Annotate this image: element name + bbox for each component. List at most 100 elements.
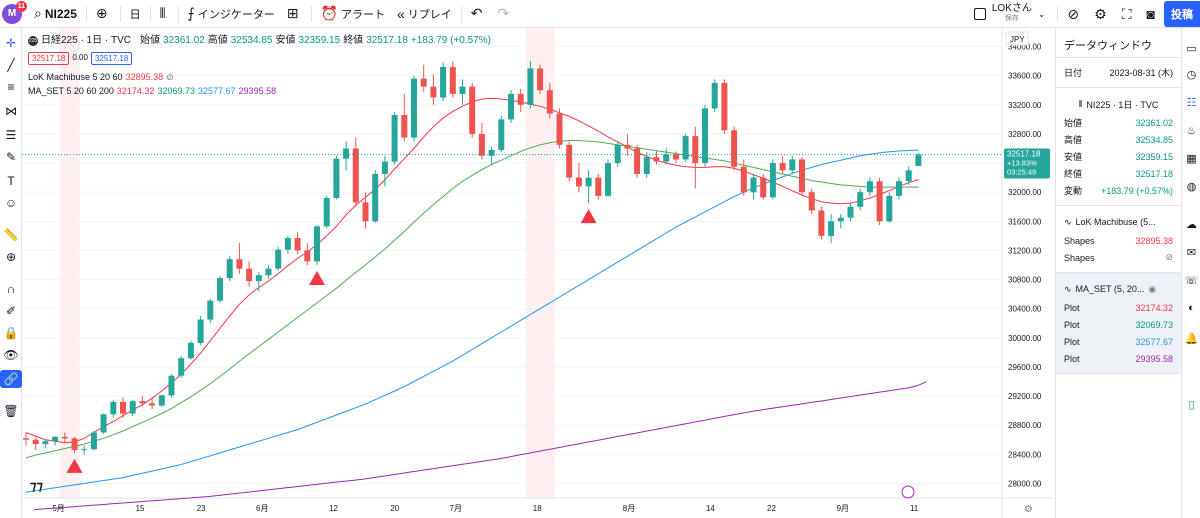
- stream-icon[interactable]: ☏: [1184, 275, 1199, 287]
- candle-body[interactable]: [818, 210, 825, 236]
- candle-body[interactable]: [401, 115, 408, 138]
- candle-body[interactable]: [663, 154, 670, 162]
- candle-body[interactable]: [866, 181, 873, 193]
- candle-body[interactable]: [52, 436, 59, 442]
- emoji-icon[interactable]: ☺: [4, 196, 18, 210]
- candle-body[interactable]: [614, 144, 621, 164]
- candle-body[interactable]: [672, 154, 679, 160]
- candle-body[interactable]: [178, 358, 185, 376]
- trend-line-icon[interactable]: ╱: [7, 58, 15, 72]
- candle-body[interactable]: [236, 259, 243, 269]
- eye-icon[interactable]: 👁: [3, 348, 19, 362]
- candle-body[interactable]: [61, 436, 68, 439]
- lock-drawings-icon[interactable]: ✐: [5, 304, 17, 318]
- candle-body[interactable]: [740, 166, 747, 193]
- candle-body[interactable]: [721, 82, 728, 131]
- candle-body[interactable]: [779, 163, 786, 171]
- chat-icon[interactable]: ☁: [1186, 219, 1197, 231]
- hotlist-icon[interactable]: ♨: [1186, 125, 1197, 137]
- text-icon[interactable]: T: [7, 174, 15, 188]
- candle-body[interactable]: [915, 154, 922, 166]
- candle-body[interactable]: [294, 238, 301, 251]
- magnet-icon[interactable]: ∩: [6, 282, 16, 296]
- dom-icon[interactable]: ◐: [1188, 302, 1195, 314]
- candle-body[interactable]: [886, 195, 893, 222]
- trading-panel-icon[interactable]: ▯: [1188, 399, 1195, 411]
- candle-body[interactable]: [314, 226, 320, 262]
- candle-body[interactable]: [527, 68, 534, 105]
- link-icon[interactable]: 🔗: [0, 370, 22, 388]
- candle-body[interactable]: [207, 300, 214, 320]
- fib-icon[interactable]: ☰: [5, 128, 17, 142]
- candle-body[interactable]: [168, 375, 175, 396]
- candle-body[interactable]: [546, 90, 553, 114]
- zoom-in-icon[interactable]: ⊕: [5, 250, 17, 264]
- candle-body[interactable]: [197, 319, 204, 343]
- indicator-legend-1[interactable]: LoK Machibuse 5 20 60 32895.38 ⊘: [28, 70, 491, 84]
- currency-box[interactable]: [1005, 31, 1029, 46]
- candle-body[interactable]: [905, 170, 912, 182]
- axis-settings-icon[interactable]: ⚙: [1024, 504, 1033, 515]
- candle-body[interactable]: [896, 181, 902, 196]
- profile-avatar[interactable]: M 11: [2, 0, 27, 24]
- candle-body[interactable]: [323, 198, 330, 227]
- candle-body[interactable]: [517, 93, 524, 105]
- indicator-2-title[interactable]: ∿ MA_SET (5, 20... ◉: [1056, 279, 1181, 299]
- indicators-button[interactable]: ⨍ インジケーター: [182, 0, 281, 28]
- redo-button[interactable]: ↷: [492, 0, 519, 28]
- fullscreen-button[interactable]: ⛶: [1116, 0, 1141, 28]
- candle-body[interactable]: [430, 86, 437, 98]
- candle-body[interactable]: [624, 144, 631, 149]
- candle-body[interactable]: [653, 157, 660, 162]
- candle-body[interactable]: [469, 86, 476, 134]
- candle-body[interactable]: [352, 148, 359, 203]
- candle-body[interactable]: [498, 119, 505, 150]
- candle-body[interactable]: [857, 192, 864, 207]
- candle-body[interactable]: [343, 148, 350, 159]
- candle-body[interactable]: [537, 68, 544, 91]
- candle-body[interactable]: [692, 136, 699, 164]
- chart-type-button[interactable]: ⫴: [154, 0, 175, 28]
- candle-body[interactable]: [808, 192, 815, 211]
- candle-body[interactable]: [420, 78, 427, 87]
- alert-button[interactable]: ⏰ アラート: [315, 0, 391, 28]
- candle-body[interactable]: [362, 202, 369, 222]
- candle-body[interactable]: [304, 250, 311, 262]
- candle-body[interactable]: [789, 159, 796, 171]
- symbol-search[interactable]: ⌕ NI225: [28, 0, 83, 28]
- candle-body[interactable]: [556, 113, 563, 145]
- templates-button[interactable]: ⊞: [281, 0, 308, 28]
- candle-body[interactable]: [149, 403, 156, 406]
- candle-body[interactable]: [595, 177, 602, 196]
- horizontal-lines-icon[interactable]: ≡: [7, 80, 15, 94]
- candle-body[interactable]: [90, 432, 97, 450]
- candle-body[interactable]: [440, 66, 447, 98]
- candle-body[interactable]: [129, 401, 136, 414]
- data-window-icon[interactable]: ☷: [1186, 97, 1197, 109]
- candle-body[interactable]: [750, 177, 757, 193]
- tradingview-logo[interactable]: ⁊⁊: [30, 478, 43, 493]
- candle-body[interactable]: [32, 439, 39, 445]
- candle-body[interactable]: [449, 66, 456, 94]
- candle-body[interactable]: [702, 108, 708, 164]
- brush-icon[interactable]: ✎: [5, 150, 17, 164]
- candle-body[interactable]: [81, 449, 88, 451]
- undo-button[interactable]: ↶: [465, 0, 492, 28]
- candle-body[interactable]: [711, 82, 718, 109]
- candle-body[interactable]: [478, 133, 485, 156]
- bell-icon[interactable]: 🔔: [1184, 333, 1199, 345]
- interval-button[interactable]: 日: [124, 0, 147, 28]
- candle-body[interactable]: [100, 414, 107, 433]
- candle-body[interactable]: [575, 177, 582, 187]
- candle-body[interactable]: [566, 144, 573, 178]
- watchlist-icon[interactable]: ▭: [1186, 43, 1197, 55]
- layout-checkbox[interactable]: [973, 8, 986, 20]
- trash-icon[interactable]: 🗑: [3, 404, 19, 418]
- candle-body[interactable]: [585, 177, 592, 187]
- candle-body[interactable]: [731, 130, 738, 167]
- candle-body[interactable]: [769, 163, 776, 198]
- candle-body[interactable]: [23, 438, 29, 440]
- lock-icon[interactable]: 🔒: [3, 326, 19, 340]
- candle-body[interactable]: [246, 268, 253, 282]
- price-chart[interactable]: 34000.0033600.0033200.0032800.0032400.00…: [22, 28, 1053, 518]
